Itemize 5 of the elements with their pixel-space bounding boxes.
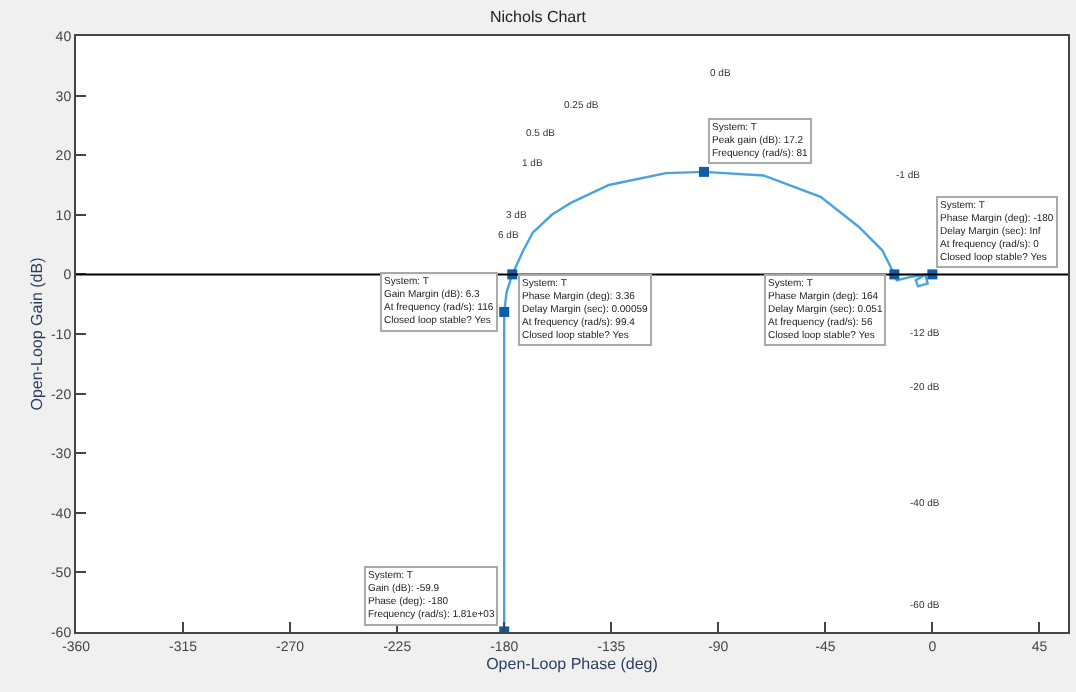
point	[499, 306, 510, 317]
chart-title: Nichols Chart	[489, 7, 588, 26]
x-axis-title: Open-Loop Phase (deg)	[486, 655, 659, 673]
y-axis-title: Open-Loop Gain (dB)	[28, 256, 47, 411]
point	[699, 166, 710, 177]
